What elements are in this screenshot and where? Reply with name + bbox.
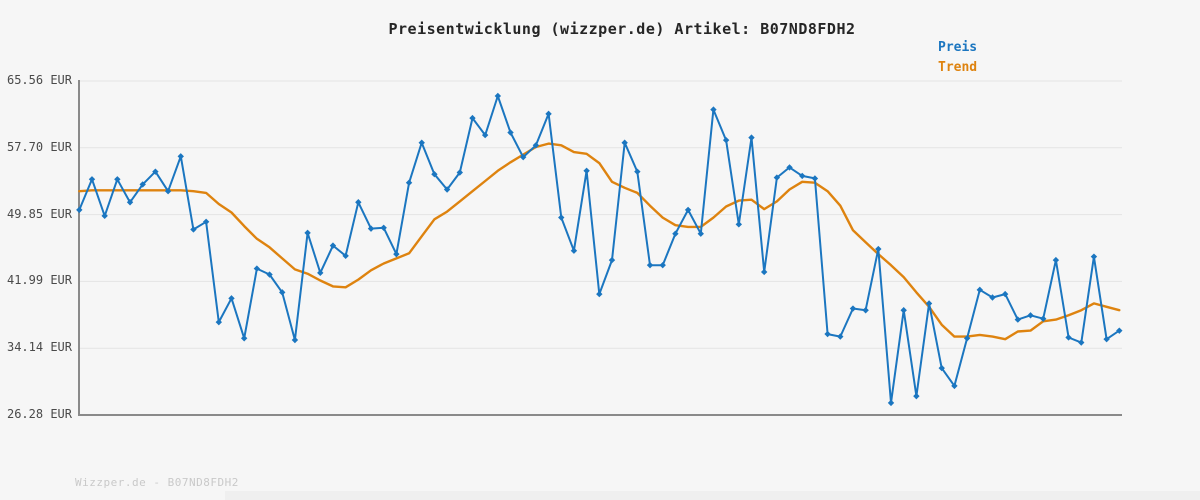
preis-marker <box>431 170 438 178</box>
preis-marker <box>760 268 768 276</box>
preis-marker <box>672 230 679 237</box>
chart-legend: Preis Trend <box>938 38 977 78</box>
preis-marker <box>291 336 299 344</box>
watermark: Wizzper.de - B07ND8FDH2 <box>75 476 239 489</box>
preis-marker <box>469 114 476 122</box>
preis-marker <box>355 199 362 206</box>
preis-marker <box>507 129 514 136</box>
preis-marker <box>1001 290 1009 298</box>
preis-marker <box>545 110 552 118</box>
preis-marker <box>139 181 146 188</box>
y-tick-label: 57.70 EUR <box>6 140 72 154</box>
preis-marker <box>710 106 717 113</box>
preis-marker <box>481 131 489 139</box>
preis-marker <box>748 134 755 141</box>
preis-marker <box>1116 327 1123 334</box>
preis-marker <box>875 245 882 253</box>
preis-marker <box>342 252 349 260</box>
preis-marker <box>1078 339 1085 346</box>
preis-marker <box>849 305 857 312</box>
page-title: Preisentwicklung (wizzper.de) Artikel: B… <box>388 20 856 38</box>
preis-marker <box>621 139 628 146</box>
preis-marker <box>913 392 920 400</box>
preis-marker <box>304 229 311 237</box>
y-tick-label: 41.99 EUR <box>6 273 72 287</box>
preis-marker <box>887 399 895 407</box>
preis-marker <box>405 179 413 186</box>
preis-marker <box>659 261 666 269</box>
preis-marker <box>938 364 945 372</box>
preis-marker <box>76 206 83 214</box>
preis-marker <box>1040 315 1047 322</box>
preis-marker <box>951 382 958 390</box>
preis-marker <box>1090 253 1098 260</box>
preis-marker <box>963 335 971 342</box>
preis-marker <box>279 289 286 296</box>
preis-marker <box>228 295 235 302</box>
preis-marker <box>1065 334 1072 341</box>
preis-marker <box>253 265 261 272</box>
legend-item-preis: Preis <box>938 40 978 55</box>
legend-item-trend: Trend <box>938 60 978 75</box>
preis-marker <box>824 330 831 338</box>
preis-marker <box>735 221 743 228</box>
preis-marker <box>837 333 844 340</box>
preis-marker <box>976 286 983 294</box>
y-tick-label: 49.85 EUR <box>6 207 72 221</box>
preis-marker <box>596 290 603 298</box>
preis-marker <box>164 187 172 195</box>
preis-marker <box>1052 256 1060 264</box>
y-tick-label: 34.14 EUR <box>6 340 72 354</box>
preis-marker <box>773 174 781 181</box>
preis-marker <box>900 307 907 314</box>
y-tick-label: 26.28 EUR <box>6 407 72 421</box>
preis-marker <box>697 230 704 237</box>
preis-marker <box>558 214 565 221</box>
preis-line <box>78 95 1121 404</box>
preis-marker <box>634 168 641 175</box>
bottom-edge-strip <box>225 491 1200 500</box>
preis-marker <box>367 225 375 232</box>
preis-marker <box>215 318 223 326</box>
preis-marker <box>317 269 324 277</box>
preis-marker <box>101 212 108 220</box>
preis-marker <box>608 256 616 264</box>
preis-marker <box>684 206 692 214</box>
preis-marker <box>114 176 121 183</box>
preis-marker <box>152 168 159 175</box>
preis-marker <box>190 226 197 233</box>
preis-marker <box>1027 312 1034 319</box>
preis-marker <box>1103 335 1110 343</box>
preis-marker <box>532 142 540 149</box>
preis-marker <box>862 307 869 314</box>
preis-marker <box>456 169 463 176</box>
preis-marker <box>570 247 578 254</box>
trend-line <box>78 142 1121 341</box>
preis-marker <box>799 172 806 180</box>
y-tick-label: 65.56 EUR <box>6 73 72 87</box>
preis-marker <box>520 153 527 161</box>
preis-marker <box>925 300 933 307</box>
preis-marker <box>786 164 793 171</box>
preis-marker <box>266 271 273 278</box>
preis-marker <box>989 294 996 301</box>
preis-marker <box>418 139 425 146</box>
preis-marker <box>646 261 654 269</box>
preis-marker <box>88 176 96 183</box>
preis-marker <box>202 218 210 226</box>
preis-marker <box>811 175 819 182</box>
preis-marker <box>329 242 337 249</box>
preis-marker <box>177 153 184 160</box>
preis-marker <box>393 250 400 258</box>
preis-marker <box>443 186 451 193</box>
preis-marker <box>722 136 730 144</box>
preis-marker <box>583 167 590 174</box>
preis-marker <box>494 92 502 100</box>
preis-marker <box>380 224 387 231</box>
preis-marker <box>126 199 134 206</box>
preis-marker <box>240 335 248 342</box>
preis-marker <box>1014 316 1022 323</box>
